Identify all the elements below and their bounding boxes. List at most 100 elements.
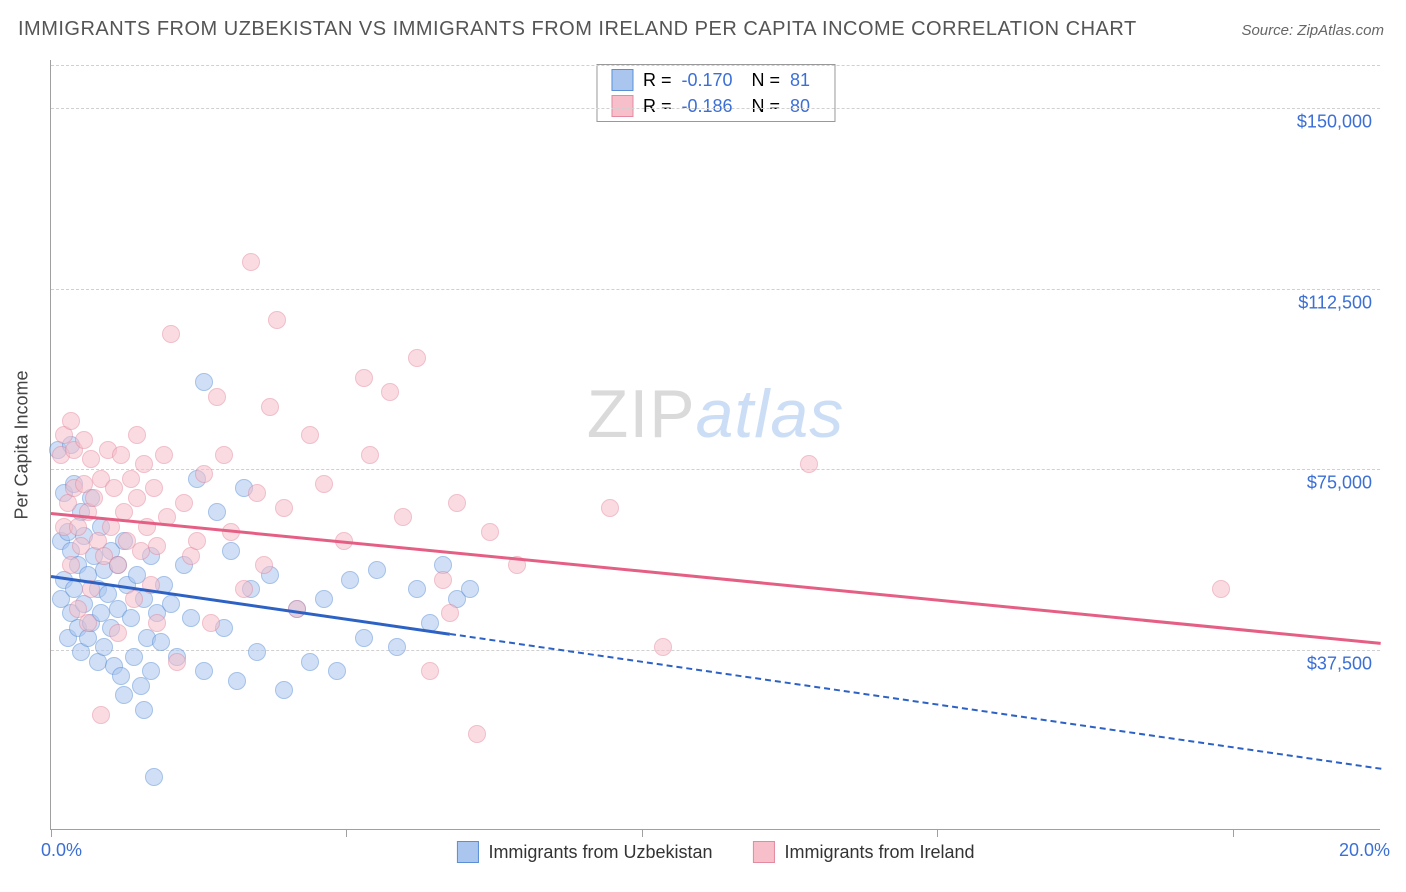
data-point-uzbekistan	[388, 638, 406, 656]
plot-region: ZIPatlas R = -0.170 N = 81 R = -0.186 N …	[50, 60, 1380, 830]
data-point-uzbekistan	[112, 667, 130, 685]
correlation-legend-row: R = -0.170 N = 81	[597, 67, 834, 93]
data-point-ireland	[188, 532, 206, 550]
chart-area: Per Capita Income ZIPatlas R = -0.170 N …	[50, 60, 1380, 830]
swatch-series-2	[753, 841, 775, 863]
data-point-uzbekistan	[408, 580, 426, 598]
data-point-ireland	[148, 614, 166, 632]
data-point-uzbekistan	[275, 681, 293, 699]
data-point-ireland	[301, 426, 319, 444]
watermark-atlas: atlas	[696, 376, 845, 452]
data-point-ireland	[175, 494, 193, 512]
data-point-ireland	[215, 446, 233, 464]
data-point-ireland	[75, 431, 93, 449]
r-label: R =	[643, 70, 672, 91]
x-tick	[346, 829, 347, 837]
data-point-uzbekistan	[95, 638, 113, 656]
data-point-uzbekistan	[315, 590, 333, 608]
x-tick	[51, 829, 52, 837]
data-point-ireland	[112, 446, 130, 464]
data-point-ireland	[122, 470, 140, 488]
correlation-legend-row: R = -0.186 N = 80	[597, 93, 834, 119]
data-point-uzbekistan	[248, 643, 266, 661]
data-point-ireland	[155, 446, 173, 464]
data-point-ireland	[72, 537, 90, 555]
swatch-series-1	[611, 69, 633, 91]
data-point-ireland	[381, 383, 399, 401]
data-point-uzbekistan	[195, 373, 213, 391]
data-point-ireland	[105, 479, 123, 497]
data-point-uzbekistan	[222, 542, 240, 560]
data-point-ireland	[132, 542, 150, 560]
data-point-ireland	[601, 499, 619, 517]
data-point-ireland	[394, 508, 412, 526]
data-point-uzbekistan	[355, 629, 373, 647]
data-point-uzbekistan	[145, 768, 163, 786]
gridline	[51, 65, 1380, 66]
data-point-ireland	[441, 604, 459, 622]
data-point-ireland	[85, 489, 103, 507]
data-point-uzbekistan	[208, 503, 226, 521]
data-point-ireland	[355, 369, 373, 387]
data-point-uzbekistan	[368, 561, 386, 579]
data-point-ireland	[148, 537, 166, 555]
data-point-ireland	[79, 614, 97, 632]
data-point-ireland	[1212, 580, 1230, 598]
data-point-ireland	[242, 253, 260, 271]
y-axis-title: Per Capita Income	[12, 370, 33, 519]
gridline	[51, 289, 1380, 290]
r-label: R =	[643, 96, 672, 117]
data-point-uzbekistan	[461, 580, 479, 598]
swatch-series-2	[611, 95, 633, 117]
data-point-ireland	[235, 580, 253, 598]
data-point-ireland	[261, 398, 279, 416]
source-attribution: Source: ZipAtlas.com	[1241, 22, 1384, 39]
series-legend-item: Immigrants from Uzbekistan	[456, 841, 712, 863]
series-1-label: Immigrants from Uzbekistan	[488, 842, 712, 863]
data-point-ireland	[481, 523, 499, 541]
data-point-ireland	[288, 600, 306, 618]
data-point-ireland	[125, 590, 143, 608]
data-point-ireland	[361, 446, 379, 464]
series-2-label: Immigrants from Ireland	[785, 842, 975, 863]
y-tick-label: $150,000	[1297, 112, 1372, 133]
data-point-ireland	[135, 455, 153, 473]
data-point-ireland	[145, 479, 163, 497]
data-point-ireland	[434, 571, 452, 589]
data-point-ireland	[109, 624, 127, 642]
data-point-uzbekistan	[228, 672, 246, 690]
data-point-ireland	[468, 725, 486, 743]
data-point-ireland	[128, 489, 146, 507]
x-axis-min-label: 0.0%	[41, 840, 82, 861]
data-point-ireland	[248, 484, 266, 502]
n-value-2: 80	[790, 96, 820, 117]
n-label: N =	[752, 70, 781, 91]
gridline	[51, 469, 1380, 470]
data-point-uzbekistan	[125, 648, 143, 666]
data-point-uzbekistan	[182, 609, 200, 627]
data-point-ireland	[62, 556, 80, 574]
data-point-ireland	[208, 388, 226, 406]
swatch-series-1	[456, 841, 478, 863]
data-point-ireland	[62, 412, 80, 430]
y-tick-label: $75,000	[1307, 473, 1372, 494]
y-tick-label: $112,500	[1298, 292, 1372, 313]
series-legend-item: Immigrants from Ireland	[753, 841, 975, 863]
data-point-uzbekistan	[135, 701, 153, 719]
data-point-uzbekistan	[115, 686, 133, 704]
data-point-uzbekistan	[195, 662, 213, 680]
data-point-ireland	[92, 706, 110, 724]
data-point-ireland	[315, 475, 333, 493]
data-point-ireland	[800, 455, 818, 473]
data-point-ireland	[109, 556, 127, 574]
chart-title: IMMIGRANTS FROM UZBEKISTAN VS IMMIGRANTS…	[18, 18, 1137, 41]
data-point-uzbekistan	[301, 653, 319, 671]
trend-line	[450, 633, 1381, 770]
x-tick	[1233, 829, 1234, 837]
trend-line	[51, 512, 1381, 645]
data-point-uzbekistan	[152, 633, 170, 651]
data-point-ireland	[408, 349, 426, 367]
data-point-ireland	[275, 499, 293, 517]
data-point-ireland	[268, 311, 286, 329]
n-label: N =	[752, 96, 781, 117]
